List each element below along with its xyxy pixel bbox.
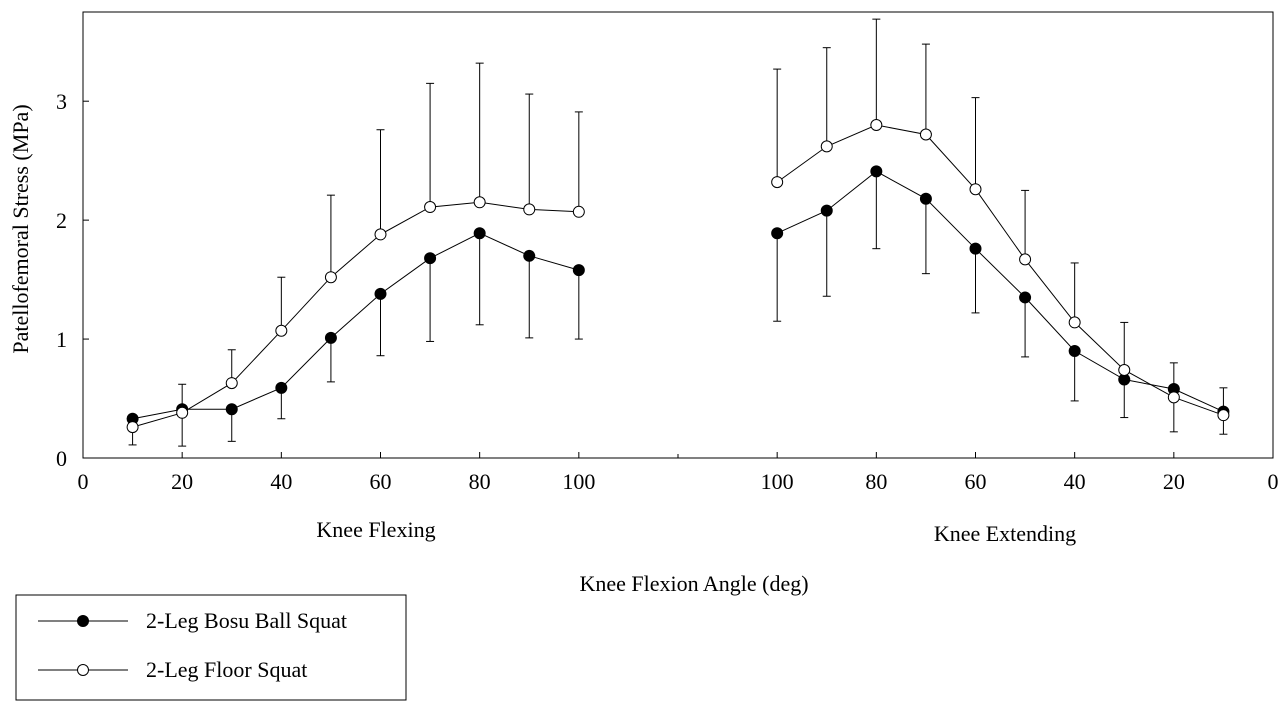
data-point (275, 381, 288, 394)
data-point (225, 403, 238, 416)
series-line (132, 232, 579, 420)
y-tick-label: 0 (56, 446, 67, 471)
x-tick-label: 20 (171, 469, 193, 494)
data-point (374, 228, 387, 241)
data-point (820, 204, 833, 217)
data-point (176, 406, 189, 419)
series-lines (132, 124, 1224, 428)
data-point (820, 140, 833, 153)
data-point (374, 287, 387, 300)
legend-box (15, 594, 407, 701)
data-point (473, 196, 486, 209)
legend: 2-Leg Bosu Ball Squat 2-Leg Floor Squat (15, 594, 407, 701)
data-point (424, 252, 437, 265)
data-point (771, 176, 784, 189)
data-point (969, 242, 982, 255)
legend-label-bosu: 2-Leg Bosu Ball Squat (146, 608, 347, 633)
data-point (1118, 363, 1131, 376)
data-point (324, 331, 337, 344)
error-bars (128, 18, 1228, 447)
y-axis-title: Patellofemoral Stress (MPa) (8, 104, 33, 353)
data-point (1019, 291, 1032, 304)
plot-frame (82, 11, 1274, 459)
data-point (572, 264, 585, 277)
legend-label-floor: 2-Leg Floor Squat (146, 657, 307, 682)
data-point (771, 227, 784, 240)
x-tick-label: 40 (1064, 469, 1086, 494)
data-point (1068, 344, 1081, 357)
x-tick-label: 100 (562, 469, 595, 494)
x-tick-label: 80 (865, 469, 887, 494)
data-point (275, 324, 288, 337)
data-point (870, 118, 883, 131)
series-markers (126, 118, 1230, 434)
legend-marker-floor (77, 664, 89, 676)
x-tick-label: 60 (965, 469, 987, 494)
x-tick-label: 20 (1163, 469, 1185, 494)
panel-label-flexing: Knee Flexing (316, 517, 435, 542)
series-line (776, 170, 1224, 413)
data-point (126, 421, 139, 434)
data-point (1217, 409, 1230, 422)
data-point (523, 203, 536, 216)
data-point (919, 192, 932, 205)
x-tick-label: 60 (370, 469, 392, 494)
data-point (1167, 391, 1180, 404)
data-point (473, 227, 486, 240)
data-point (324, 271, 337, 284)
data-point (919, 128, 932, 141)
x-axis-title: Knee Flexion Angle (deg) (579, 571, 808, 596)
panel-label-extending: Knee Extending (934, 521, 1076, 546)
x-tick-label: 0 (1268, 469, 1279, 494)
data-point (523, 249, 536, 262)
x-tick-label: 100 (761, 469, 794, 494)
x-tick-label: 40 (270, 469, 292, 494)
data-point (969, 183, 982, 196)
x-tick-label: 0 (78, 469, 89, 494)
data-point (1019, 253, 1032, 266)
data-point (1068, 316, 1081, 329)
plot-border (82, 11, 1274, 459)
legend-marker-bosu (77, 615, 89, 627)
data-point (225, 377, 238, 390)
x-tick-label: 80 (469, 469, 491, 494)
series-line (132, 201, 579, 428)
x-axis: 0 20 40 60 80 100 100 80 60 40 20 0 (78, 452, 1279, 494)
y-tick-label: 1 (56, 327, 67, 352)
y-tick-label: 3 (56, 89, 67, 114)
series-line (776, 124, 1224, 416)
data-point (572, 205, 585, 218)
data-point (424, 201, 437, 214)
y-axis: 0 1 2 3 (56, 89, 89, 471)
data-point (870, 165, 883, 178)
y-tick-label: 2 (56, 208, 67, 233)
